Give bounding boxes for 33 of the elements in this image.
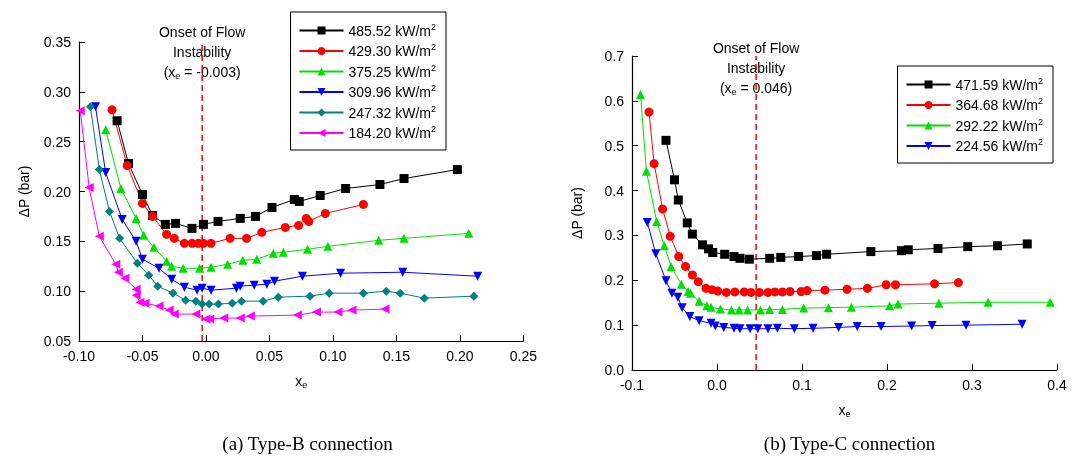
- y-axis-title: ΔP (bar): [16, 165, 32, 218]
- y-tick-label: 0.1: [604, 317, 625, 334]
- y-tick-label: 0.10: [43, 283, 72, 300]
- x-tick-label: 0.00: [192, 348, 220, 364]
- x-tick-label: 0.0: [707, 377, 727, 393]
- x-tick-label: 0.1: [792, 377, 812, 393]
- y-tick-label: 0.20: [43, 183, 72, 200]
- y-tick-label: 0.3: [604, 227, 625, 244]
- y-axis-title: ΔP (bar): [569, 187, 585, 239]
- x-tick-label: 0.20: [446, 348, 474, 364]
- y-tick-label: 0.4: [604, 182, 625, 199]
- x-tick-label: -0.1: [619, 377, 645, 393]
- text: (a) Type-B connection: [222, 433, 394, 455]
- y-tick-label: 0.5: [604, 137, 625, 154]
- x-tick-label: -0.05: [126, 348, 159, 364]
- x-tick-label: 0.3: [962, 377, 982, 393]
- text: (b) Type-C connection: [763, 433, 936, 455]
- y-tick-label: 0.15: [43, 233, 72, 250]
- y-tick-label: 0.7: [604, 48, 625, 64]
- x-tick-label: -0.10: [63, 348, 96, 364]
- x-tick-label: 0.10: [319, 348, 347, 364]
- x-tick-label: 0.2: [877, 377, 897, 393]
- x-tick-label: 0.4: [1047, 377, 1067, 393]
- y-tick-label: 0.05: [43, 333, 72, 349]
- y-tick-label: 0.2: [604, 272, 625, 289]
- y-tick-label: 0.0: [604, 362, 625, 378]
- y-tick-label: 0.30: [43, 83, 72, 100]
- y-tick-label: 0.35: [43, 34, 72, 50]
- x-tick-label: 0.25: [509, 348, 538, 364]
- y-tick-label: 0.6: [604, 92, 625, 109]
- y-tick-label: 0.25: [43, 133, 72, 150]
- x-tick-label: 0.15: [382, 348, 411, 364]
- x-tick-label: 0.05: [255, 348, 284, 364]
